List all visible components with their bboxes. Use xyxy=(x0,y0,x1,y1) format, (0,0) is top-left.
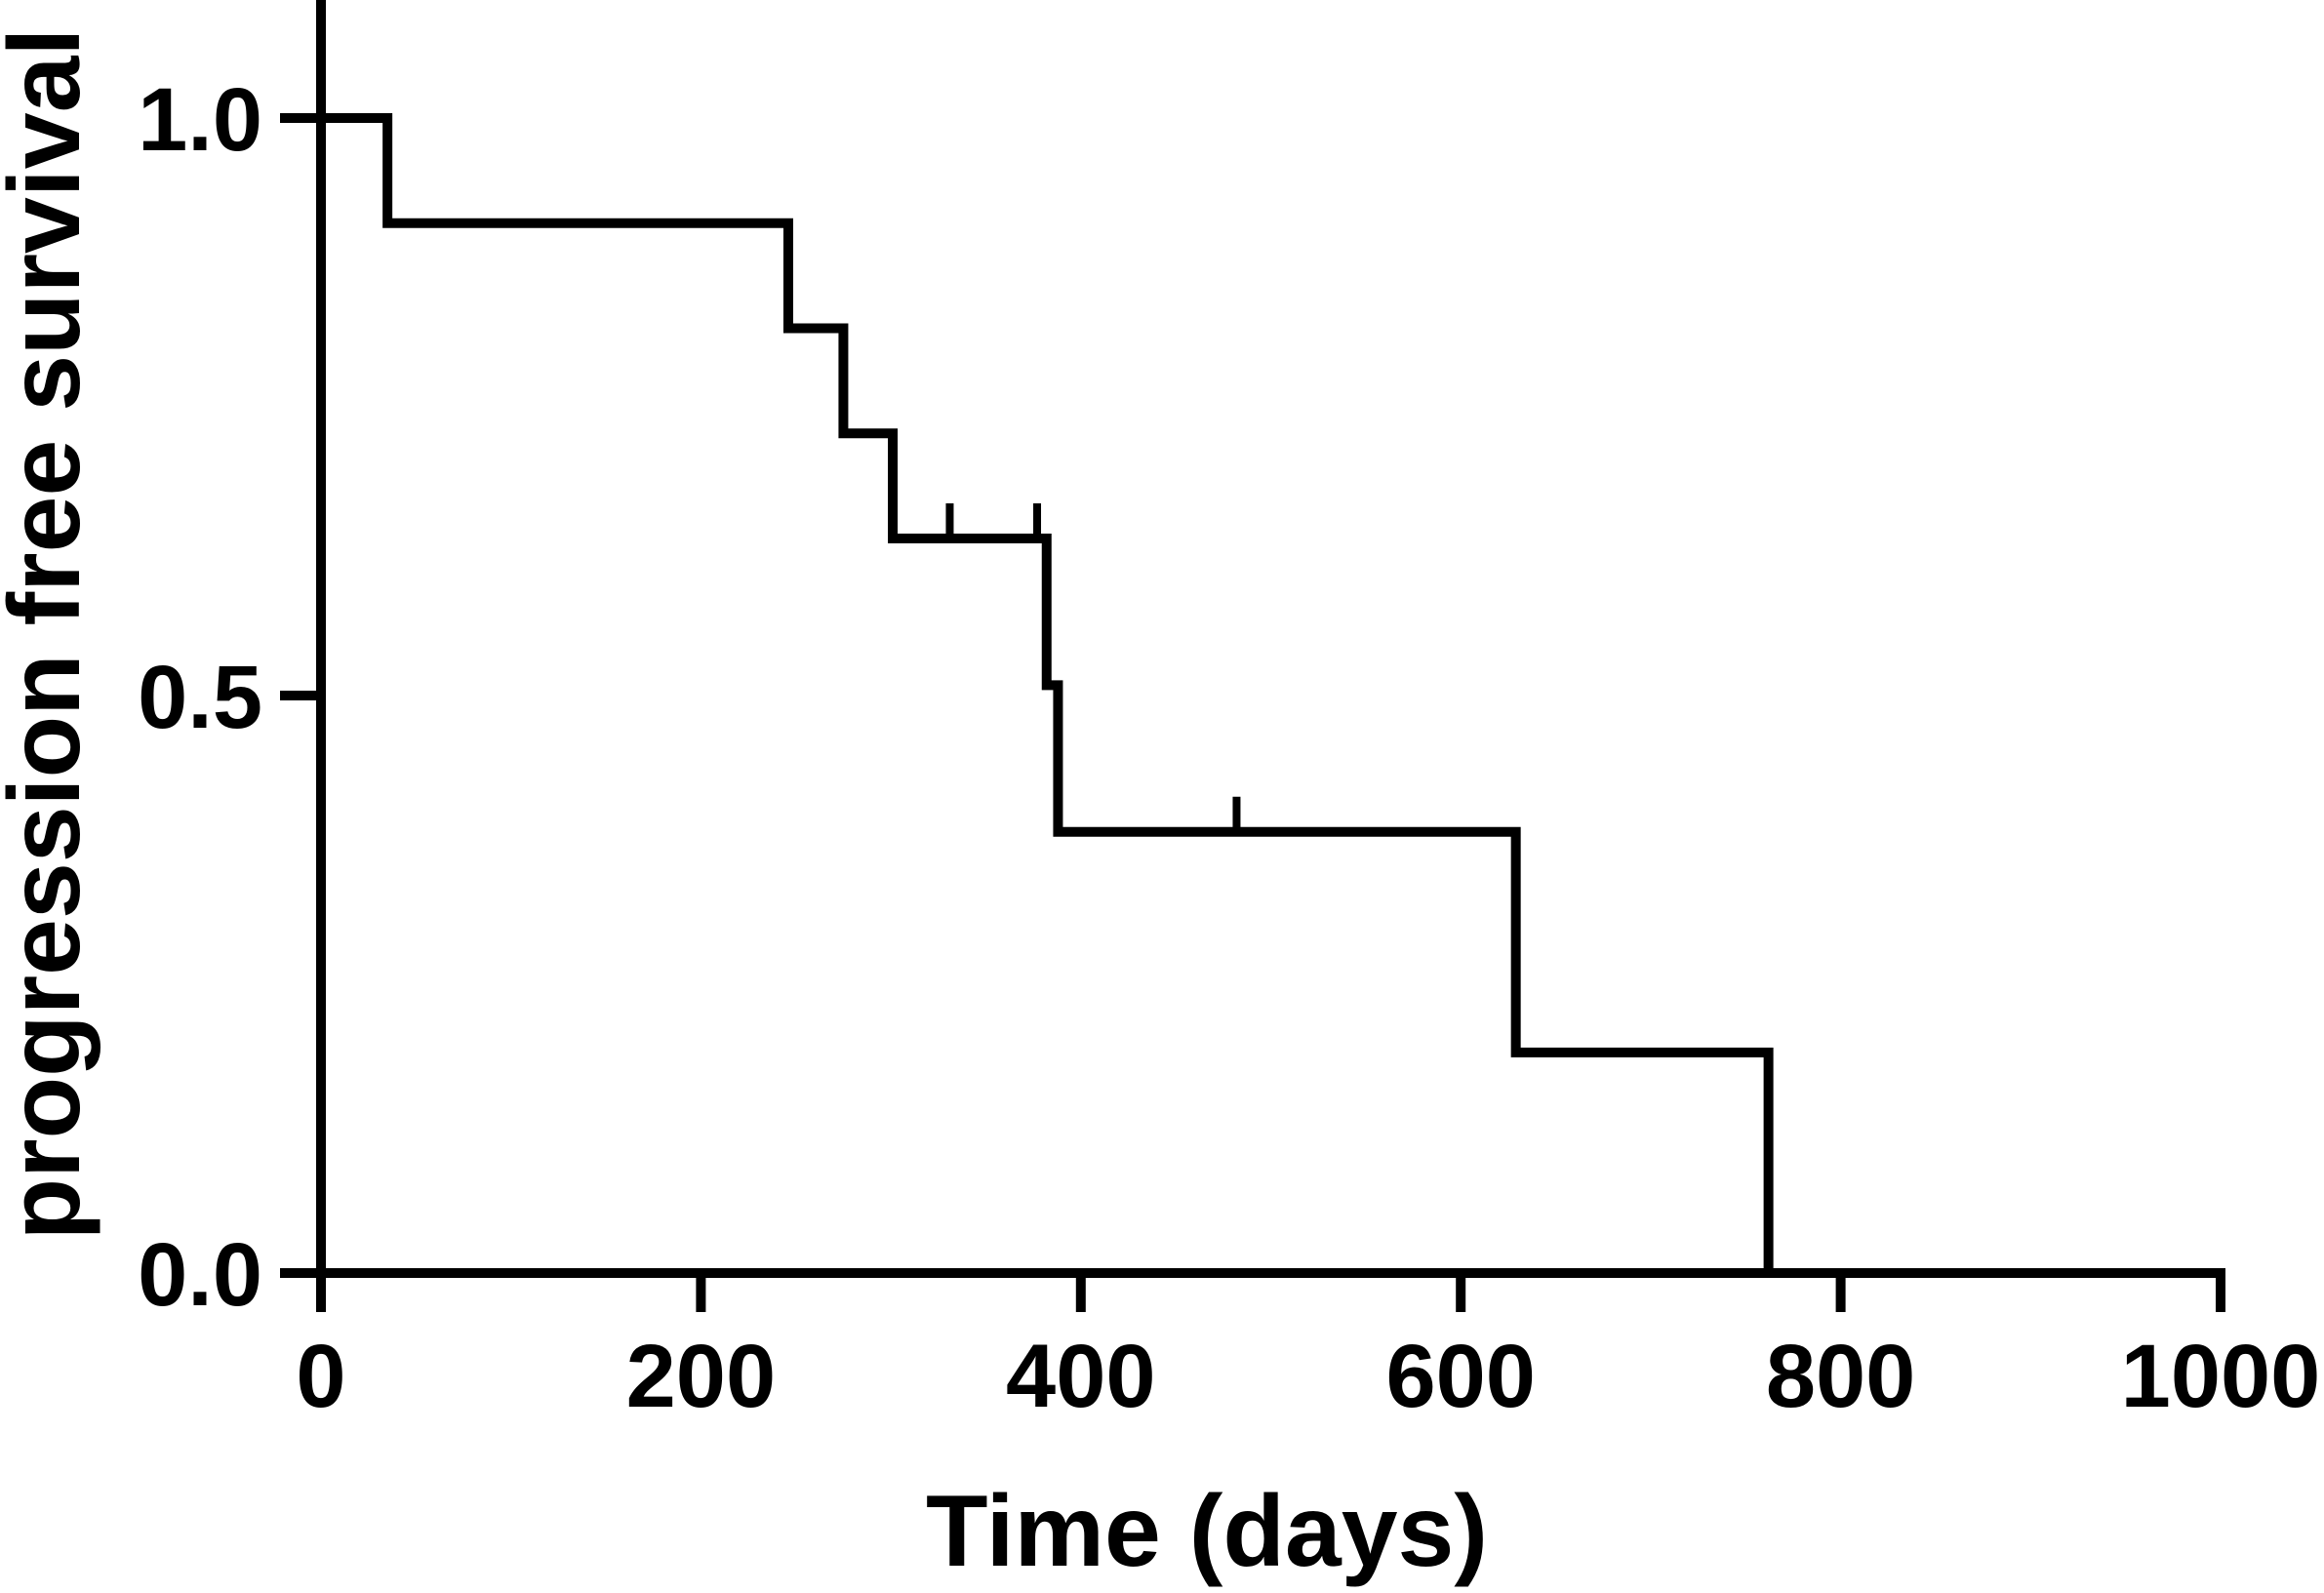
survival-curve xyxy=(316,113,1774,1278)
y-axis-title: progression free survival xyxy=(0,28,101,1241)
y-tick-label: 0.5 xyxy=(138,648,262,747)
x-tick-label: 600 xyxy=(1385,1327,1536,1426)
x-tick-label: 200 xyxy=(626,1327,777,1426)
axes xyxy=(280,0,2225,1312)
y-tick-label: 0.0 xyxy=(138,1225,262,1325)
x-tick-label: 1000 xyxy=(2121,1327,2321,1426)
x-tick-label: 800 xyxy=(1766,1327,1916,1426)
plot-area xyxy=(316,113,1774,1278)
x-tick-label: 0 xyxy=(296,1327,345,1426)
x-tick-label: 400 xyxy=(1006,1327,1156,1426)
y-tick-label: 1.0 xyxy=(138,70,262,170)
tick-labels: 0 200 400 600 800 1000 0.0 0.5 1.0 xyxy=(138,70,2320,1426)
x-axis-title: Time (days) xyxy=(926,1475,1488,1588)
